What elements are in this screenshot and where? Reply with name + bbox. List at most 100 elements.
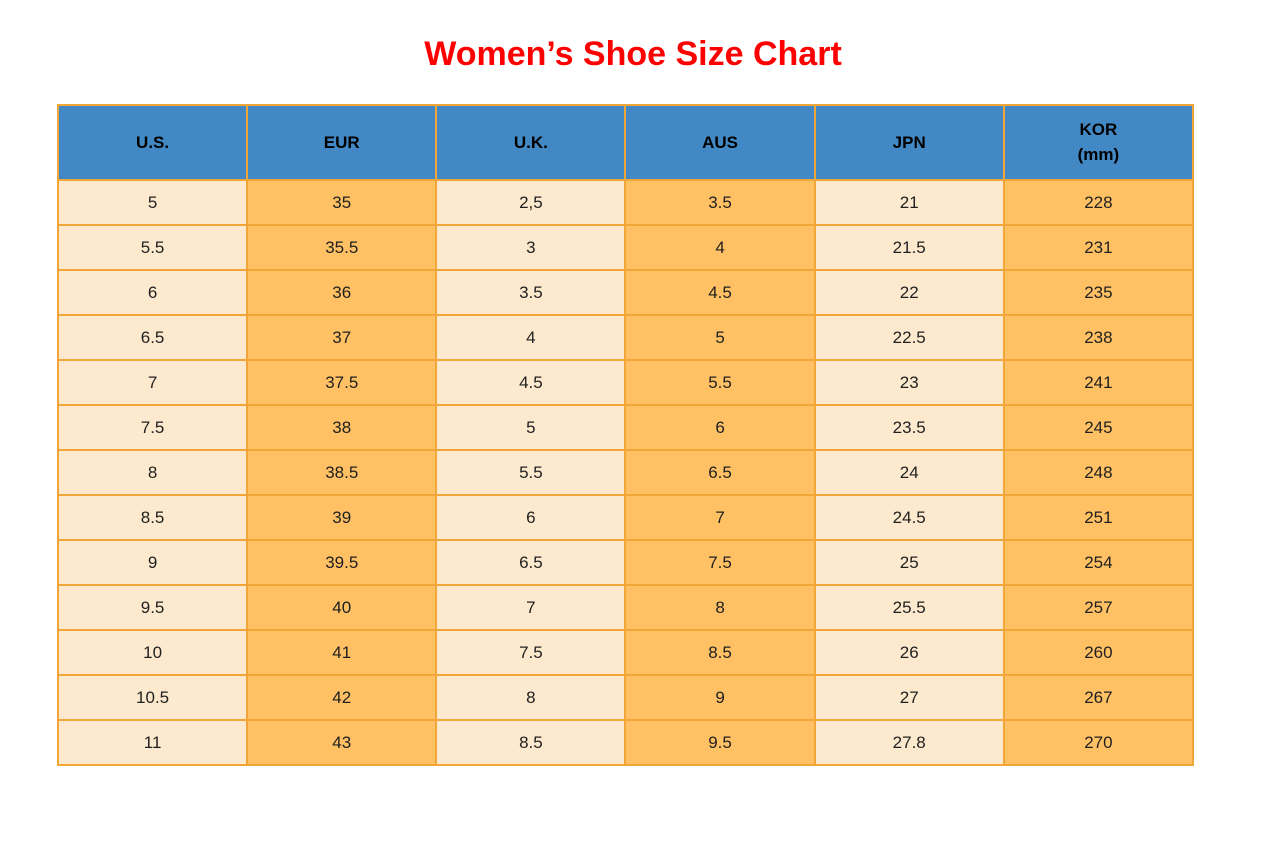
table-cell: 35 bbox=[246, 179, 438, 227]
table-cell: 235 bbox=[1002, 269, 1195, 317]
table-row: 8 38.5 5.5 6.5 24 248 bbox=[56, 449, 1195, 497]
table-cell: 22 bbox=[813, 269, 1005, 317]
table-cell: 4.5 bbox=[435, 359, 627, 407]
table-cell: 7 bbox=[56, 359, 249, 407]
table-header-row: U.S. EUR U.K. AUS JPN KOR (mm) bbox=[56, 104, 1195, 182]
table-cell: 238 bbox=[1002, 314, 1195, 362]
column-header-label: KOR bbox=[1079, 120, 1118, 140]
table-cell: 7.5 bbox=[624, 539, 816, 587]
table-cell: 36 bbox=[246, 269, 438, 317]
size-chart-container: U.S. EUR U.K. AUS JPN KOR (mm) 5 35 2,5 3.5 21 228 5… bbox=[56, 104, 1195, 767]
table-row: 7.5 38 5 6 23.5 245 bbox=[56, 404, 1195, 452]
table-cell: 7.5 bbox=[56, 404, 249, 452]
table-cell: 6 bbox=[624, 404, 816, 452]
table-cell: 7.5 bbox=[435, 629, 627, 677]
table-cell: 228 bbox=[1002, 179, 1195, 227]
table-cell: 39.5 bbox=[246, 539, 438, 587]
table-cell: 42 bbox=[246, 674, 438, 722]
column-header-label: U.S. bbox=[136, 132, 170, 152]
column-header-kor: KOR (mm) bbox=[1002, 104, 1195, 182]
table-cell: 5 bbox=[56, 179, 249, 227]
table-cell: 37.5 bbox=[246, 359, 438, 407]
column-header-label: AUS bbox=[702, 132, 738, 152]
table-row: 7 37.5 4.5 5.5 23 241 bbox=[56, 359, 1195, 407]
table-cell: 6.5 bbox=[624, 449, 816, 497]
table-cell: 40 bbox=[246, 584, 438, 632]
column-header-jpn: JPN bbox=[813, 104, 1005, 182]
column-header-eur: EUR bbox=[246, 104, 438, 182]
table-cell: 257 bbox=[1002, 584, 1195, 632]
column-header-uk: U.K. bbox=[435, 104, 627, 182]
table-cell: 38 bbox=[246, 404, 438, 452]
table-cell: 35.5 bbox=[246, 224, 438, 272]
table-cell: 6 bbox=[435, 494, 627, 542]
table-cell: 251 bbox=[1002, 494, 1195, 542]
table-row: 6.5 37 4 5 22.5 238 bbox=[56, 314, 1195, 362]
table-row: 5.5 35.5 3 4 21.5 231 bbox=[56, 224, 1195, 272]
table-cell: 4 bbox=[624, 224, 816, 272]
table-cell: 37 bbox=[246, 314, 438, 362]
table-cell: 4.5 bbox=[624, 269, 816, 317]
table-row: 8.5 39 6 7 24.5 251 bbox=[56, 494, 1195, 542]
table-body: 5 35 2,5 3.5 21 228 5.5 35.5 3 4 21.5 231 6 36 3.5 4.5 2… bbox=[56, 179, 1195, 767]
table-cell: 9.5 bbox=[624, 719, 816, 767]
table-cell: 5.5 bbox=[435, 449, 627, 497]
table-row: 9.5 40 7 8 25.5 257 bbox=[56, 584, 1195, 632]
table-row: 6 36 3.5 4.5 22 235 bbox=[56, 269, 1195, 317]
table-cell: 8 bbox=[435, 674, 627, 722]
table-cell: 24 bbox=[813, 449, 1005, 497]
table-cell: 5 bbox=[624, 314, 816, 362]
table-cell: 3.5 bbox=[624, 179, 816, 227]
table-cell: 10 bbox=[56, 629, 249, 677]
table-cell: 27 bbox=[813, 674, 1005, 722]
table-cell: 11 bbox=[56, 719, 249, 767]
table-cell: 270 bbox=[1002, 719, 1195, 767]
table-cell: 41 bbox=[246, 629, 438, 677]
table-header-row: U.S. EUR U.K. AUS JPN KOR (mm) bbox=[56, 104, 1195, 182]
table-row: 5 35 2,5 3.5 21 228 bbox=[56, 179, 1195, 227]
table-cell: 3.5 bbox=[435, 269, 627, 317]
table-cell: 38.5 bbox=[246, 449, 438, 497]
table-cell: 5.5 bbox=[624, 359, 816, 407]
table-cell: 25.5 bbox=[813, 584, 1005, 632]
table-cell: 10.5 bbox=[56, 674, 249, 722]
table-cell: 21.5 bbox=[813, 224, 1005, 272]
table-cell: 8.5 bbox=[624, 629, 816, 677]
table-cell: 6.5 bbox=[435, 539, 627, 587]
table-cell: 2,5 bbox=[435, 179, 627, 227]
column-header-us: U.S. bbox=[56, 104, 249, 182]
table-cell: 8.5 bbox=[56, 494, 249, 542]
table-cell: 3 bbox=[435, 224, 627, 272]
table-cell: 9.5 bbox=[56, 584, 249, 632]
table-cell: 5 bbox=[435, 404, 627, 452]
table-row: 10 41 7.5 8.5 26 260 bbox=[56, 629, 1195, 677]
table-cell: 8 bbox=[624, 584, 816, 632]
column-header-label: EUR bbox=[323, 132, 360, 152]
column-header-label: (mm) bbox=[1077, 144, 1120, 164]
table-cell: 5.5 bbox=[56, 224, 249, 272]
table-cell: 245 bbox=[1002, 404, 1195, 452]
table-cell: 39 bbox=[246, 494, 438, 542]
table-cell: 9 bbox=[624, 674, 816, 722]
table-cell: 24.5 bbox=[813, 494, 1005, 542]
table-row: 9 39.5 6.5 7.5 25 254 bbox=[56, 539, 1195, 587]
table-cell: 22.5 bbox=[813, 314, 1005, 362]
table-cell: 8 bbox=[56, 449, 249, 497]
table-cell: 6 bbox=[56, 269, 249, 317]
column-header-label: JPN bbox=[892, 132, 926, 152]
table-cell: 9 bbox=[56, 539, 249, 587]
table-row: 11 43 8.5 9.5 27.8 270 bbox=[56, 719, 1195, 767]
column-header-aus: AUS bbox=[624, 104, 816, 182]
table-row: 10.5 42 8 9 27 267 bbox=[56, 674, 1195, 722]
table-cell: 8.5 bbox=[435, 719, 627, 767]
page-title: Women’s Shoe Size Chart bbox=[424, 35, 842, 73]
table-cell: 241 bbox=[1002, 359, 1195, 407]
table-cell: 254 bbox=[1002, 539, 1195, 587]
column-header-label: U.K. bbox=[513, 132, 548, 152]
table-cell: 7 bbox=[624, 494, 816, 542]
table-cell: 231 bbox=[1002, 224, 1195, 272]
table-cell: 7 bbox=[435, 584, 627, 632]
table-cell: 27.8 bbox=[813, 719, 1005, 767]
table-cell: 25 bbox=[813, 539, 1005, 587]
table-cell: 26 bbox=[813, 629, 1005, 677]
